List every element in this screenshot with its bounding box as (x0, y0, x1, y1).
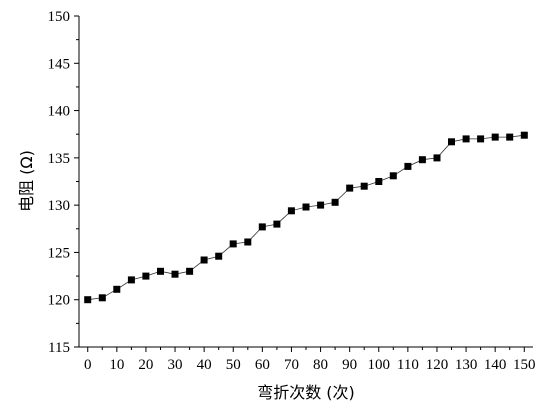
data-point-marker (287, 207, 295, 215)
data-point-marker (229, 240, 237, 248)
data-point-marker (98, 294, 106, 302)
data-point-marker (331, 198, 339, 206)
data-point-marker (448, 138, 455, 146)
y-axis-title: 电阻 (Ω) (17, 150, 36, 212)
x-tick-label: 110 (397, 357, 419, 373)
x-tick-label: 150 (513, 357, 536, 373)
data-point-marker (84, 296, 92, 304)
x-tick-label: 30 (168, 357, 183, 373)
y-tick-label: 145 (48, 56, 71, 72)
data-point-marker (113, 285, 121, 293)
data-point-marker (477, 135, 485, 143)
y-tick-label: 120 (48, 293, 71, 309)
data-point-marker (302, 203, 310, 211)
x-tick-label: 20 (138, 357, 153, 373)
x-tick-label: 130 (455, 357, 478, 373)
x-tick-label: 50 (226, 357, 241, 373)
plot-frame (78, 16, 533, 348)
data-point-marker (127, 276, 135, 284)
x-tick-label: 120 (426, 357, 449, 373)
data-point-marker (462, 135, 470, 143)
data-point-marker (258, 223, 266, 231)
data-point-marker (418, 156, 426, 164)
data-point-marker (491, 133, 499, 141)
data-point-marker (215, 252, 223, 260)
x-tick-label: 60 (255, 357, 270, 373)
data-point-marker (375, 178, 383, 185)
x-tick-label: 40 (197, 357, 212, 373)
data-point-marker (200, 256, 208, 264)
data-point-marker (273, 220, 281, 228)
data-point-marker (244, 238, 252, 246)
data-point-marker (346, 184, 354, 192)
y-tick-label: 130 (48, 198, 71, 214)
x-tick-label: 140 (484, 357, 507, 373)
x-tick-label: 90 (342, 357, 357, 373)
x-tick-label: 70 (284, 357, 299, 373)
y-tick-label: 150 (48, 9, 71, 25)
data-point-marker (142, 272, 150, 280)
data-point-marker (520, 131, 528, 139)
data-point-marker (389, 172, 397, 180)
series-layer (84, 131, 528, 304)
data-point-marker (404, 162, 412, 170)
y-tick-label: 125 (48, 245, 71, 261)
data-point-marker (360, 182, 368, 190)
x-axis-title: 弯折次数 (次) (257, 383, 355, 402)
y-tick-label: 115 (48, 340, 70, 356)
data-point-marker (317, 201, 325, 209)
series-line (87, 134, 525, 301)
x-axis-ticks: 0 10 20 30 40 50 60 70 80 90 100 110 120 130 140 150 (84, 347, 536, 373)
y-axis-ticks: 115 120 125 130 135 140 145 150 (48, 9, 79, 356)
y-tick-label: 135 (48, 151, 71, 167)
x-tick-label: 80 (313, 357, 328, 373)
data-point-marker (157, 267, 164, 275)
data-point-marker (186, 267, 194, 275)
data-point-marker (506, 133, 514, 141)
y-tick-label: 140 (48, 104, 71, 120)
x-tick-label: 100 (368, 357, 391, 373)
x-tick-label: 0 (84, 357, 92, 373)
data-point-marker (171, 270, 179, 278)
x-tick-label: 10 (109, 357, 124, 373)
data-point-marker (433, 154, 441, 162)
